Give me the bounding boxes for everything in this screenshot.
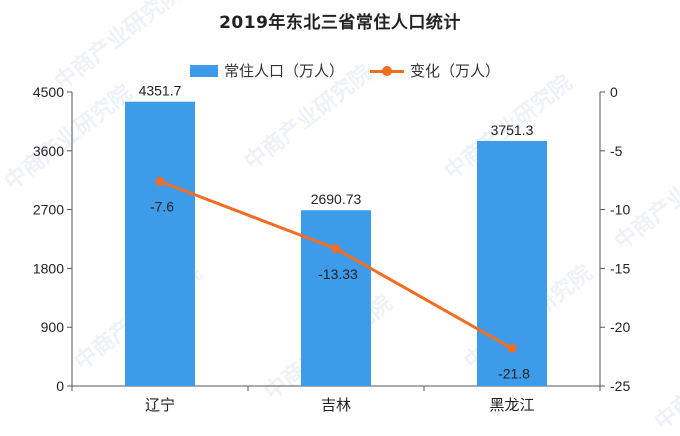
bar-data-label: 2690.73 bbox=[311, 191, 362, 207]
y-left-tick-label: 4500 bbox=[33, 84, 64, 100]
legend: 常住人口（万人） 变化（万人） bbox=[190, 60, 526, 81]
x-tick-label: 黑龙江 bbox=[489, 396, 534, 414]
chart-title: 2019年东北三省常住人口统计 bbox=[219, 13, 461, 33]
legend-label-change: 变化（万人） bbox=[410, 62, 501, 80]
x-tick-label: 辽宁 bbox=[145, 396, 175, 414]
bar-data-label: 4351.7 bbox=[139, 83, 182, 99]
legend-item-population: 常住人口（万人） bbox=[190, 60, 344, 81]
change-point-吉林 bbox=[331, 244, 341, 254]
y-right-tick-label: -20 bbox=[610, 319, 630, 335]
y-right-tick-label: -15 bbox=[610, 260, 630, 276]
y-left-tick-label: 2700 bbox=[33, 202, 64, 218]
y-right-tick-label: 0 bbox=[610, 84, 618, 100]
y-right-tick-label: -25 bbox=[610, 378, 630, 394]
bar-辽宁 bbox=[125, 101, 195, 386]
line-data-label: -7.6 bbox=[150, 198, 174, 214]
y-right-tick-label: -10 bbox=[610, 202, 630, 218]
legend-line-swatch bbox=[370, 65, 405, 77]
y-left-tick-label: 1800 bbox=[33, 260, 64, 276]
legend-bar-swatch bbox=[190, 64, 218, 77]
line-data-label: -13.33 bbox=[318, 266, 358, 282]
line-data-label: -21.8 bbox=[498, 365, 530, 381]
change-point-辽宁 bbox=[155, 176, 165, 186]
change-point-黑龙江 bbox=[507, 343, 517, 353]
bar-吉林 bbox=[301, 210, 371, 386]
y-left-tick-label: 3600 bbox=[33, 143, 64, 159]
bar-data-label: 3751.3 bbox=[491, 122, 534, 138]
legend-item-change: 变化（万人） bbox=[370, 60, 500, 81]
x-tick-label: 吉林 bbox=[321, 396, 351, 414]
y-left-tick-label: 900 bbox=[41, 319, 65, 335]
chart-plot: 0 900 1800 2700 3600 4500 0 -5 -10 -15 -20 -25 辽宁 吉林 黑… bbox=[33, 83, 631, 414]
legend-label-population: 常住人口（万人） bbox=[224, 62, 345, 80]
y-right-tick-label: -5 bbox=[610, 143, 623, 159]
y-left-tick-label: 0 bbox=[56, 378, 64, 394]
